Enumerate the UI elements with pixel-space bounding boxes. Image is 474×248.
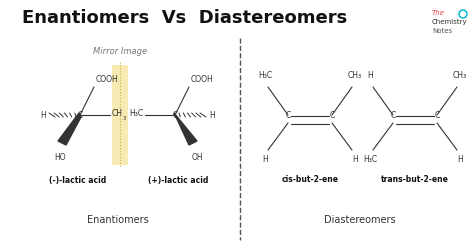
Text: H: H [352,155,358,164]
Text: H₃C: H₃C [363,155,377,164]
Polygon shape [58,113,81,145]
Text: Notes: Notes [432,28,452,34]
Text: 3: 3 [123,116,127,121]
Text: H: H [367,71,373,80]
Text: Diastereomers: Diastereomers [324,215,396,225]
Text: HO: HO [54,153,66,162]
Text: C: C [173,111,178,120]
Text: The: The [432,10,445,16]
Text: H: H [209,111,215,120]
Text: Enantiomers: Enantiomers [87,215,149,225]
Text: (-)-lactic acid: (-)-lactic acid [49,176,107,185]
Text: C: C [77,111,82,120]
Circle shape [459,10,467,18]
Text: H: H [457,155,463,164]
Text: C: C [329,111,335,120]
Text: C: C [391,111,396,120]
Text: H₃C: H₃C [129,110,143,119]
Text: Mirror Image: Mirror Image [93,48,147,57]
Text: CH₃: CH₃ [453,71,467,80]
Text: cis-but-2-ene: cis-but-2-ene [282,176,338,185]
Text: Chemistry: Chemistry [432,19,468,25]
Text: C: C [285,111,291,120]
Text: C: C [434,111,439,120]
Text: COOH: COOH [96,75,119,85]
Text: Enantiomers  Vs  Diastereomers: Enantiomers Vs Diastereomers [22,9,347,27]
Bar [112,65,128,165]
Text: CH₃: CH₃ [348,71,362,80]
Text: COOH: COOH [191,75,214,85]
Text: CH: CH [112,110,123,119]
Text: (+)-lactic acid: (+)-lactic acid [148,176,208,185]
Text: H₃C: H₃C [258,71,272,80]
Text: trans-but-2-ene: trans-but-2-ene [381,176,449,185]
Circle shape [461,11,465,17]
Polygon shape [174,113,197,145]
Text: H: H [262,155,268,164]
Text: H: H [40,111,46,120]
Text: OH: OH [191,153,203,162]
